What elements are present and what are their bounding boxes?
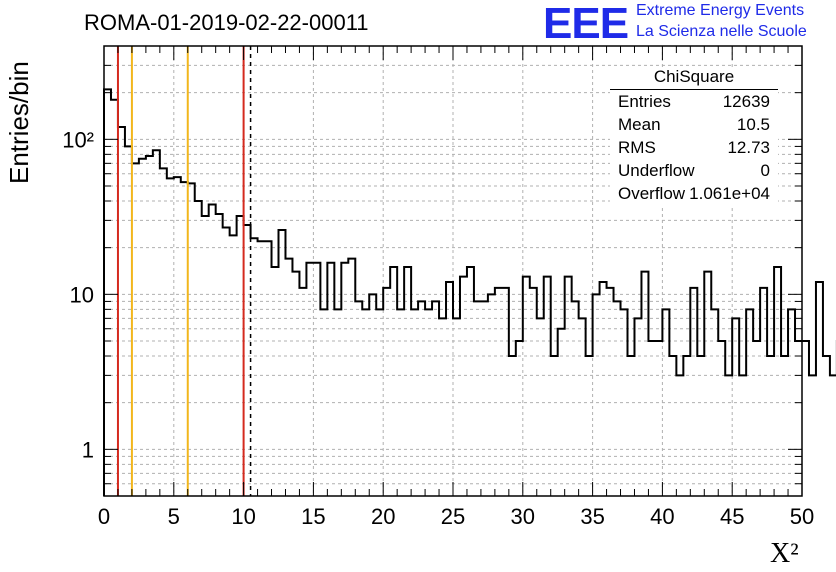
stats-label: Underflow bbox=[618, 161, 695, 180]
stats-row-mean: Mean 10.5 bbox=[610, 113, 778, 136]
x-tick-label: 10 bbox=[231, 504, 255, 529]
logo-text-line1: Extreme Energy Events bbox=[636, 2, 805, 19]
stats-title: ChiSquare bbox=[610, 67, 778, 90]
logo-text-line2: La Scienza nelle Scuole bbox=[636, 23, 807, 40]
stats-row-underflow: Underflow 0 bbox=[610, 159, 778, 182]
y-axis-label: Entries/bin bbox=[4, 61, 34, 184]
chart-title: ROMA-01-2019-02-22-00011 bbox=[84, 10, 369, 35]
histogram-series bbox=[103, 88, 836, 496]
x-tick-label: 0 bbox=[98, 504, 110, 529]
stats-row-overflow: Overflow 1.061e+04 bbox=[610, 182, 778, 205]
x-tick-label: 35 bbox=[580, 504, 604, 529]
stats-value: 1.061e+04 bbox=[689, 184, 770, 203]
x-tick-label: 50 bbox=[790, 504, 814, 529]
x-tick-label: 30 bbox=[511, 504, 535, 529]
stats-label: RMS bbox=[618, 138, 656, 157]
y-tick-label: 10² bbox=[62, 127, 94, 152]
stats-value: 0 bbox=[760, 161, 770, 180]
eee-logo: EEE bbox=[543, 0, 629, 48]
stats-value: 10.5 bbox=[736, 115, 770, 134]
y-tick-label: 1 bbox=[82, 437, 94, 462]
stats-value: 12.73 bbox=[727, 138, 770, 157]
stats-box: ChiSquare Entries 12639 Mean 10.5 RMS 12.73… bbox=[610, 67, 778, 205]
stats-label: Entries bbox=[618, 92, 671, 111]
x-tick-label: 15 bbox=[301, 504, 325, 529]
stats-row-rms: RMS 12.73 bbox=[610, 136, 778, 159]
stats-label: Mean bbox=[618, 115, 661, 134]
x-tick-label: 5 bbox=[168, 504, 180, 529]
stats-row-entries: Entries 12639 bbox=[610, 90, 778, 113]
x-tick-label: 45 bbox=[720, 504, 744, 529]
x-tick-label: 40 bbox=[650, 504, 674, 529]
x-tick-label: 25 bbox=[441, 504, 465, 529]
x-tick-label: 20 bbox=[371, 504, 395, 529]
stats-value: 12639 bbox=[722, 92, 770, 111]
stats-label: Overflow bbox=[618, 184, 686, 203]
y-tick-label: 10 bbox=[70, 282, 94, 307]
x-axis-label: X² bbox=[770, 538, 799, 569]
